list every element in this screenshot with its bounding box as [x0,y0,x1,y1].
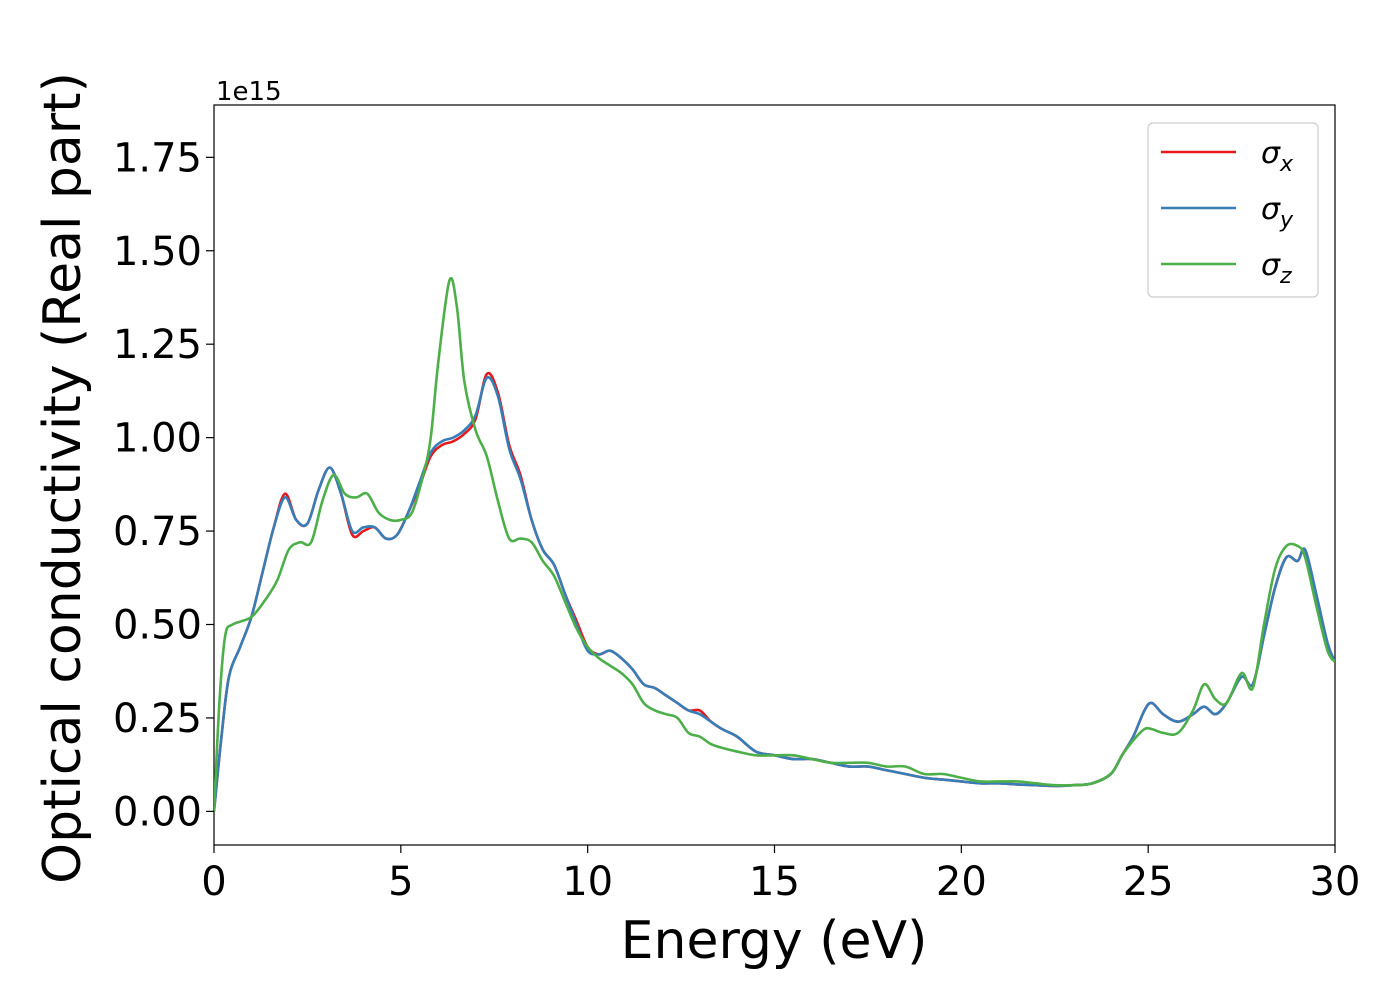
legend-label-x: σx [1261,136,1294,177]
y-tick-label: 0.75 [113,509,202,555]
axes: 0 5 10 15 20 25 30 0.00 0.25 0.50 0.75 1.00 1.25 1.50… [113,104,1361,905]
legend-label-y: σy [1261,192,1294,233]
y-tick-label: 1.00 [113,416,202,462]
x-tick-label: 20 [936,859,987,905]
legend-label-z: σz [1261,248,1292,289]
legend-box [1147,122,1319,298]
series-group [214,277,1335,812]
x-tick-label: 15 [749,859,800,905]
x-tick-label: 25 [1123,859,1174,905]
legend: σx σy σz [1147,122,1319,298]
y-tick-label: 0.50 [113,602,202,648]
x-tick-label: 0 [201,859,226,905]
y-tick-label: 0.25 [113,696,202,742]
y-axis-title: Optical conductivity (Real part) [33,72,93,884]
y-tick-label: 1.50 [113,229,202,275]
x-tick-label: 10 [562,859,613,905]
series-line-y [214,375,1335,812]
y-tick-label: 1.75 [113,135,202,181]
series-line-x [214,371,1335,812]
y-tick-label: 1.25 [113,322,202,368]
x-tick-label: 5 [388,859,413,905]
y-tick-label: 0.00 [113,789,202,835]
series-line-z [214,277,1335,812]
y-offset-label: 1e15 [216,77,282,107]
x-axis-title: Energy (eV) [621,911,928,971]
x-tick-label: 30 [1310,859,1361,905]
